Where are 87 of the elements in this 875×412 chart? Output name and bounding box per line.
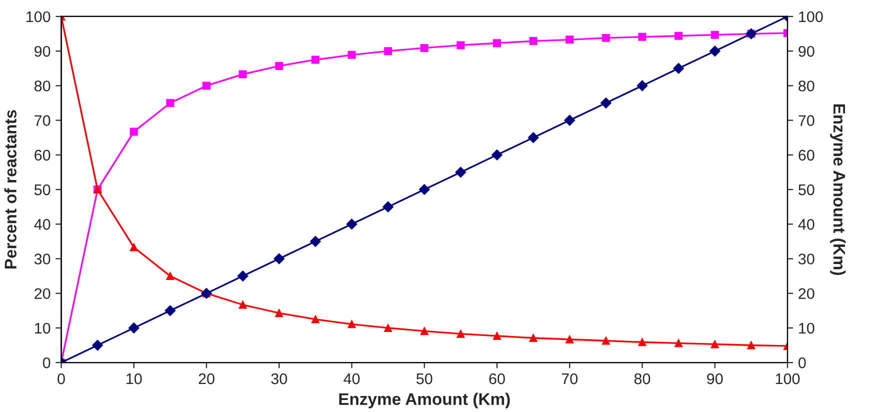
point (566, 335, 574, 344)
y-tick-label: 70 (34, 115, 50, 126)
point (382, 201, 394, 212)
y-axis-title: Percent of reactants (4, 110, 16, 269)
point (166, 272, 174, 280)
point (602, 336, 610, 345)
point (237, 270, 248, 282)
y-tick-label: 90 (34, 46, 50, 57)
point (311, 315, 320, 324)
y2-tick-label: 70 (798, 115, 814, 126)
point (202, 82, 210, 90)
x-tick-label: 70 (562, 373, 578, 384)
point (274, 253, 285, 264)
point (674, 32, 683, 40)
y2-tick-label: 80 (798, 80, 814, 92)
x-tick-label: 40 (344, 373, 360, 384)
point (348, 320, 356, 328)
point (130, 243, 138, 252)
point (420, 327, 428, 336)
point (418, 184, 430, 195)
x-tick-label: 90 (707, 373, 723, 384)
point (92, 340, 103, 351)
x-tick-label: 50 (416, 373, 432, 384)
point (673, 62, 684, 74)
point (638, 32, 646, 41)
x-axis-title: Enzyme Amount (Km) (339, 392, 510, 408)
y-tick-label: 60 (34, 150, 50, 161)
point (346, 218, 358, 230)
y2-tick-label: 0 (798, 357, 806, 368)
point (566, 36, 574, 44)
y2-tick-label: 60 (798, 150, 814, 161)
y2-tick-label: 90 (798, 46, 814, 57)
y-tick-label: 50 (34, 184, 50, 196)
point (238, 70, 247, 78)
point (493, 39, 501, 48)
x-tick-label: 60 (489, 373, 505, 384)
x-tick-label: 80 (634, 373, 650, 384)
point (384, 324, 392, 332)
point (600, 98, 612, 108)
y2-axis-title: Enzyme Amount (Km) (830, 104, 846, 275)
point (128, 322, 140, 334)
y2-tick-label: 20 (798, 288, 814, 300)
point (455, 166, 466, 178)
point (384, 47, 392, 56)
x-tick-label: 20 (198, 373, 214, 384)
point (420, 44, 428, 52)
y-tick-label: 20 (34, 288, 50, 300)
y-tick-label: 10 (35, 322, 50, 334)
point (130, 128, 138, 136)
y-tick-label: 40 (34, 218, 50, 230)
point (529, 334, 538, 342)
point (456, 330, 465, 338)
point (456, 41, 465, 50)
x-tick-label: 30 (271, 373, 288, 384)
y-tick-label: 100 (26, 11, 50, 22)
y2-tick-label: 100 (799, 11, 823, 22)
point (311, 56, 320, 64)
point (275, 309, 284, 318)
point (638, 338, 646, 346)
point (348, 50, 356, 59)
point (636, 80, 648, 92)
point (310, 236, 321, 247)
point (564, 114, 576, 126)
y-tick-label: 0 (42, 357, 50, 368)
point (709, 46, 720, 57)
y2-tick-label: 40 (798, 218, 814, 230)
point (166, 99, 174, 107)
point (528, 132, 539, 144)
x-tick-label: 10 (126, 373, 142, 384)
y2-tick-label: 50 (798, 184, 814, 196)
point (674, 339, 683, 348)
y-tick-label: 30 (34, 254, 50, 264)
x-tick-label: 0 (58, 373, 65, 384)
point (164, 305, 176, 316)
x-tick-label: 100 (776, 373, 800, 384)
point (275, 62, 284, 70)
point (238, 300, 247, 309)
y-tick-label: 80 (34, 80, 50, 92)
point (747, 341, 756, 350)
point (493, 332, 501, 340)
point (710, 30, 719, 39)
y2-tick-label: 10 (799, 322, 814, 334)
point (529, 37, 538, 46)
y2-tick-label: 30 (798, 254, 814, 264)
point (602, 34, 610, 42)
point (492, 149, 502, 160)
point (710, 340, 719, 348)
